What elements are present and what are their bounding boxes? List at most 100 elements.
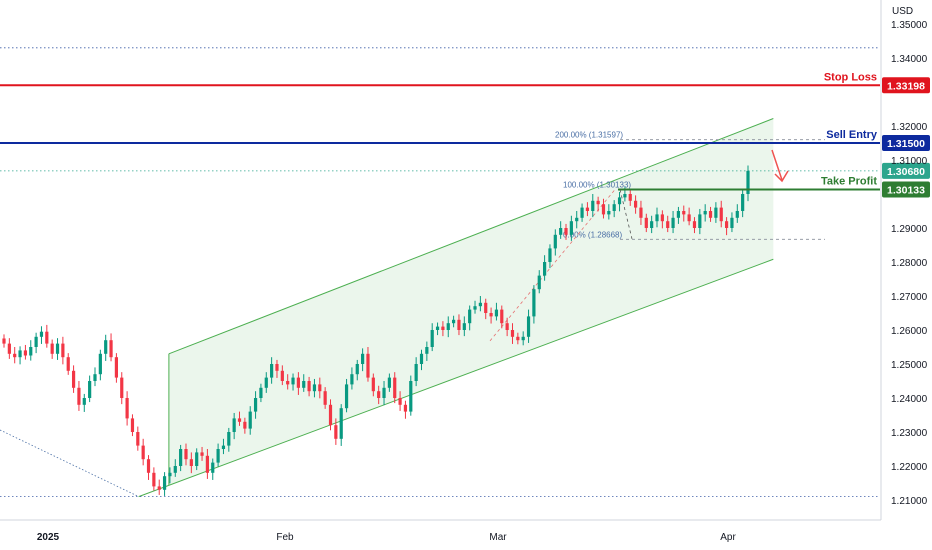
candle-body bbox=[98, 353, 102, 375]
candle-body bbox=[243, 421, 247, 429]
y-tick-label: 1.26000 bbox=[891, 326, 928, 337]
candle-body bbox=[114, 357, 119, 378]
candle-body bbox=[350, 374, 354, 385]
candle-body bbox=[703, 211, 707, 215]
candle-body bbox=[478, 302, 482, 307]
x-tick-label: 2025 bbox=[37, 532, 60, 543]
candle-body bbox=[344, 384, 349, 409]
candle-body bbox=[168, 472, 172, 477]
current-price-badge-text: 1.30680 bbox=[887, 166, 925, 178]
candle-body bbox=[275, 364, 279, 371]
candle-body bbox=[7, 343, 11, 354]
y-tick-label: 1.27000 bbox=[891, 292, 928, 303]
candle-body bbox=[221, 445, 226, 449]
channel-fill bbox=[168, 118, 774, 486]
candle-body bbox=[130, 418, 135, 432]
y-tick-label: 1.21000 bbox=[891, 496, 928, 507]
candle-body bbox=[644, 217, 648, 228]
candle-body bbox=[141, 445, 145, 460]
sell-entry-label: Sell Entry bbox=[826, 129, 878, 141]
candle-body bbox=[569, 221, 573, 235]
candle-body bbox=[633, 200, 638, 208]
fib-level-label: 100.00% (1.30133) bbox=[563, 180, 631, 189]
candle-body bbox=[676, 211, 681, 218]
candle-body bbox=[526, 316, 531, 337]
candle-body bbox=[136, 432, 140, 446]
candle-body bbox=[55, 343, 60, 354]
candle-body bbox=[302, 381, 306, 388]
price-badge-text: 1.30133 bbox=[887, 184, 925, 196]
candle-body bbox=[13, 353, 17, 358]
candle-body bbox=[494, 309, 499, 317]
candle-body bbox=[462, 323, 466, 330]
sell-arrow-group bbox=[771, 149, 789, 183]
candle-body bbox=[393, 377, 397, 398]
candle-body bbox=[708, 211, 713, 218]
candle-body bbox=[607, 211, 611, 215]
x-tick-label: Feb bbox=[276, 532, 294, 543]
candle-body bbox=[120, 377, 124, 398]
y-tick-label: 1.35000 bbox=[891, 20, 928, 31]
candle-body bbox=[414, 364, 418, 381]
candle-body bbox=[205, 455, 209, 473]
candle-body bbox=[735, 211, 739, 218]
candle-body bbox=[334, 425, 338, 439]
candle-body bbox=[430, 330, 434, 347]
dotted-level-group bbox=[0, 47, 880, 498]
candle-body bbox=[521, 336, 525, 341]
candle-body bbox=[211, 462, 215, 473]
candle-body bbox=[441, 326, 445, 330]
candle-body bbox=[500, 309, 504, 324]
candle-body bbox=[307, 381, 311, 392]
fib-level-label: 0.00% (1.28668) bbox=[563, 230, 622, 239]
candle-body bbox=[510, 330, 515, 337]
candle-body bbox=[564, 228, 568, 235]
y-tick-label: 1.34000 bbox=[891, 54, 928, 65]
candle-body bbox=[617, 197, 622, 205]
channel-lower-line bbox=[138, 258, 774, 498]
channel-upper-line bbox=[168, 118, 774, 355]
candle-body bbox=[312, 384, 317, 392]
price-badge bbox=[882, 181, 930, 198]
candle-body bbox=[125, 398, 129, 419]
y-tick-label: 1.23000 bbox=[891, 428, 928, 439]
take-profit-label: Take Profit bbox=[821, 175, 877, 187]
candle-body bbox=[666, 221, 670, 228]
fib-level-label: 200.00% (1.31597) bbox=[555, 131, 623, 140]
candle-body bbox=[585, 207, 590, 211]
candle-body bbox=[366, 353, 370, 378]
candle-body bbox=[318, 384, 322, 392]
candle-body bbox=[687, 214, 691, 222]
candle-body bbox=[29, 347, 33, 356]
y-tick-label: 1.31000 bbox=[891, 156, 928, 167]
candle-body bbox=[184, 449, 188, 460]
y-tick-label: 1.29000 bbox=[891, 224, 928, 235]
candle-body bbox=[216, 449, 220, 463]
candle-body bbox=[671, 217, 675, 228]
candle-body bbox=[660, 214, 664, 222]
candle-body bbox=[516, 336, 520, 341]
candle-body bbox=[730, 217, 734, 228]
candle-body bbox=[655, 214, 659, 222]
candle-body bbox=[179, 449, 183, 466]
candle-body bbox=[601, 204, 606, 215]
candle-body bbox=[543, 262, 547, 276]
stop-loss-label: Stop Loss bbox=[824, 71, 877, 83]
fib-swing-line bbox=[489, 189, 616, 342]
candle-body bbox=[714, 207, 718, 218]
candle-body bbox=[623, 194, 627, 198]
candle-body bbox=[71, 370, 76, 388]
candle-body bbox=[88, 381, 92, 398]
candle-body bbox=[692, 221, 697, 228]
candles-group bbox=[2, 165, 750, 496]
candle-body bbox=[189, 459, 193, 466]
candle-body bbox=[398, 398, 402, 405]
candle-body bbox=[152, 472, 156, 487]
candle-body bbox=[264, 377, 268, 388]
candle-body bbox=[628, 194, 632, 201]
candle-body bbox=[248, 411, 252, 429]
candle-body bbox=[232, 418, 236, 432]
candle-body bbox=[446, 323, 450, 330]
candle-body bbox=[612, 204, 616, 211]
